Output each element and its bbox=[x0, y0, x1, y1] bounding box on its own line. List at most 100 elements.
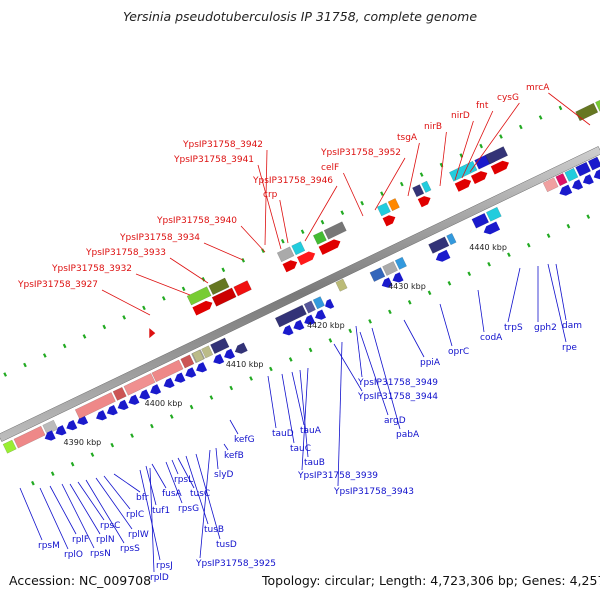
lower-tick bbox=[368, 319, 372, 324]
forward-gene-arrow bbox=[454, 178, 472, 192]
bottom-leader-line bbox=[291, 371, 305, 426]
top-leader-line bbox=[469, 102, 520, 173]
upper-tick bbox=[538, 115, 543, 120]
bottom-leader-line bbox=[39, 487, 69, 550]
bottom-leader-line bbox=[223, 443, 229, 451]
reverse-gene-block bbox=[575, 161, 591, 177]
bottom-leader-line bbox=[371, 327, 401, 430]
bottom-leader-line bbox=[215, 447, 219, 470]
upper-tick bbox=[82, 334, 87, 339]
reverse-gene-arrow bbox=[483, 221, 501, 235]
upper-tick bbox=[42, 353, 47, 358]
forward-gene-block bbox=[211, 287, 237, 307]
lower-tick bbox=[31, 480, 35, 486]
top-gene-label: nirB bbox=[424, 122, 442, 132]
upper-tick bbox=[419, 172, 424, 177]
lower-tick bbox=[249, 376, 253, 381]
lower-tick bbox=[90, 452, 95, 457]
bottom-gene-label: YpsIP31758_3949 bbox=[357, 378, 438, 388]
forward-gene-block bbox=[412, 184, 425, 198]
bottom-gene-label: ppiA bbox=[420, 358, 441, 368]
bottom-leader-line bbox=[49, 485, 77, 535]
upper-tick bbox=[360, 200, 364, 206]
backbone-band bbox=[0, 146, 600, 442]
gene-labels: YpsIP31758_3927 YpsIP31758_3932 YpsIP31758… bbox=[17, 83, 582, 583]
lower-tick bbox=[447, 281, 452, 286]
reverse-gene-block bbox=[446, 233, 457, 246]
top-leader-line bbox=[407, 142, 420, 197]
bottom-gene-label: trpS bbox=[504, 323, 523, 333]
reverse-gene-block bbox=[303, 300, 316, 314]
reverse-gene-arrow bbox=[128, 394, 140, 405]
forward-gene-block bbox=[421, 180, 432, 193]
reverse-gene-block bbox=[555, 173, 568, 187]
forward-gene-arrow bbox=[282, 260, 298, 273]
reverse-gene-arrow bbox=[293, 319, 305, 331]
bottom-leader-line bbox=[85, 479, 125, 544]
small-forward-gene bbox=[149, 328, 156, 339]
bottom-leader-line bbox=[199, 449, 211, 559]
bottom-gene-label: tusB bbox=[204, 525, 224, 535]
bottom-leader-line bbox=[69, 483, 101, 535]
lower-tick bbox=[467, 271, 472, 277]
bottom-leader-line bbox=[547, 263, 567, 343]
reverse-gene-arrow bbox=[315, 309, 326, 320]
upper-tick bbox=[499, 134, 503, 139]
bottom-leader-line bbox=[103, 475, 131, 510]
reverse-gene-block bbox=[382, 261, 398, 276]
bottom-leader-line bbox=[95, 477, 133, 530]
reverse-gene-arrow bbox=[593, 169, 600, 180]
forward-gene-arrow bbox=[318, 239, 341, 255]
reverse-gene-block bbox=[13, 425, 46, 449]
top-leader-line bbox=[240, 225, 266, 253]
bottom-gene-label: rplC bbox=[126, 510, 144, 520]
reverse-gene-arrow bbox=[44, 430, 56, 441]
bottom-leader-line bbox=[195, 453, 221, 540]
bottom-leader-line bbox=[555, 263, 567, 321]
label-leader-lines bbox=[19, 92, 591, 573]
lower-tick bbox=[269, 366, 273, 372]
upper-tick bbox=[399, 181, 404, 187]
reverse-gene-block bbox=[192, 349, 205, 363]
upper-tick bbox=[320, 219, 325, 225]
upper-tick bbox=[340, 210, 345, 215]
lower-tick bbox=[487, 261, 491, 267]
reverse-gene-block bbox=[74, 392, 116, 419]
reverse-gene-arrow bbox=[213, 353, 225, 365]
upper-tick bbox=[261, 248, 265, 254]
reverse-gene-block bbox=[274, 304, 307, 328]
top-leader-line bbox=[203, 242, 244, 261]
top-gene-label: tsgA bbox=[397, 133, 418, 143]
forward-gene-arrow bbox=[490, 160, 509, 175]
reverse-gene-arrow bbox=[572, 179, 584, 190]
reverse-gene-block bbox=[564, 167, 579, 182]
upper-tick bbox=[558, 105, 563, 111]
bottom-gene-label: argD bbox=[384, 416, 406, 426]
bottom-leader-line bbox=[139, 469, 161, 561]
bottom-leader-line bbox=[403, 319, 425, 358]
lower-tick bbox=[546, 233, 551, 238]
upper-tick bbox=[518, 124, 523, 130]
reverse-gene-block bbox=[201, 345, 214, 359]
top-leader-line bbox=[101, 289, 151, 316]
top-gene-label: YpsIP31758_3952 bbox=[320, 148, 401, 158]
forward-gene-block bbox=[323, 221, 347, 240]
bottom-leader-line bbox=[61, 483, 95, 549]
reverse-gene-arrow bbox=[282, 325, 294, 336]
genome-summary-text: Topology: circular; Length: 4,723,306 bp… bbox=[262, 573, 600, 588]
bottom-gene-label: rpe bbox=[562, 343, 577, 353]
top-leader-line bbox=[135, 273, 191, 296]
forward-gene-block bbox=[387, 198, 400, 212]
reverse-gene-arrow bbox=[559, 184, 573, 196]
reverse-gene-arrow bbox=[139, 389, 151, 400]
accession-value: NC_009708 bbox=[79, 573, 152, 588]
reverse-gene-arrow bbox=[117, 399, 129, 411]
reverse-gene-arrow bbox=[55, 425, 67, 436]
reverse-gene-block bbox=[485, 206, 502, 222]
forward-gene-block bbox=[186, 286, 212, 306]
lower-tick bbox=[566, 223, 571, 229]
top-gene-label: cysG bbox=[497, 93, 519, 103]
reverse-gene-block bbox=[2, 439, 17, 454]
bottom-gene-label: rpsJ bbox=[156, 561, 173, 571]
lower-tick bbox=[288, 357, 293, 362]
